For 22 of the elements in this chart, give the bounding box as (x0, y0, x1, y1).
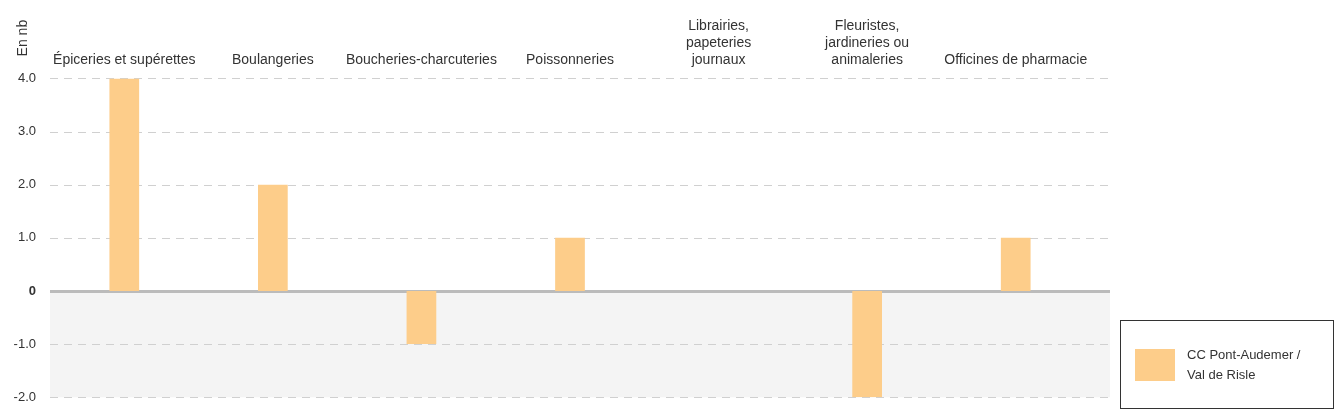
y-tick-label: 0 (28, 282, 36, 298)
y-tick-label: -1.0 (13, 335, 36, 351)
bar (1000, 237, 1031, 291)
bar (406, 290, 437, 345)
x-tick-label: Officines de pharmacie (944, 50, 1088, 67)
bar (852, 290, 882, 398)
bar (109, 78, 140, 291)
y-tick-label: 1.0 (17, 229, 36, 245)
x-tick-label: Épiceries et supérettes (53, 50, 196, 67)
x-tick-label: Fleuristes, jardineries ou animaleries (824, 17, 910, 67)
y-tick-label: 2.0 (17, 176, 36, 192)
y-tick-label: 4.0 (17, 69, 36, 85)
bar (258, 184, 288, 291)
x-tick-label: Poissonneries (526, 50, 614, 67)
x-tick-label: Boulangeries (231, 50, 314, 67)
x-tick-label: Boucheries-charcuteries (345, 50, 497, 67)
text: CC Pont-Audemer / Val de Risle (1187, 346, 1302, 384)
y-tick-label: 3.0 (17, 123, 36, 139)
bar (555, 237, 585, 291)
x-tick-label: Librairies, papeteries journaux (685, 17, 752, 67)
y-axis-title: En nb (13, 19, 30, 57)
y-tick-label: -2.0 (13, 388, 36, 404)
